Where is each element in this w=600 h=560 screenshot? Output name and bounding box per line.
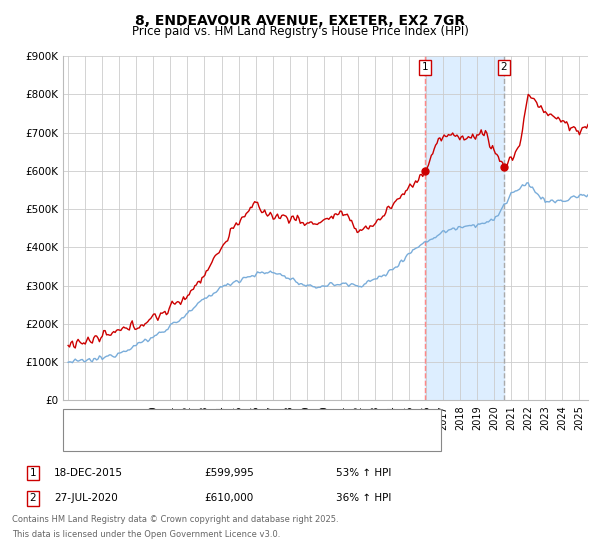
Text: Contains HM Land Registry data © Crown copyright and database right 2025.: Contains HM Land Registry data © Crown c… (12, 515, 338, 524)
Text: £610,000: £610,000 (204, 493, 253, 503)
Text: 1: 1 (29, 468, 37, 478)
Text: 8, ENDEAVOUR AVENUE, EXETER, EX2 7GR (detached house): 8, ENDEAVOUR AVENUE, EXETER, EX2 7GR (de… (86, 414, 403, 424)
Text: 18-DEC-2015: 18-DEC-2015 (54, 468, 123, 478)
Bar (425, 56, 504, 400)
Text: —: — (70, 413, 83, 426)
Text: Price paid vs. HM Land Registry's House Price Index (HPI): Price paid vs. HM Land Registry's House … (131, 25, 469, 38)
Text: 36% ↑ HPI: 36% ↑ HPI (336, 493, 391, 503)
Text: 2: 2 (500, 63, 507, 72)
Text: £599,995: £599,995 (204, 468, 254, 478)
Point (499, 162, 509, 171)
Text: 27-JUL-2020: 27-JUL-2020 (54, 493, 118, 503)
Text: —: — (70, 434, 83, 447)
Text: 1: 1 (422, 63, 428, 72)
Text: 53% ↑ HPI: 53% ↑ HPI (336, 468, 391, 478)
Point (421, 166, 430, 175)
Text: HPI: Average price, detached house, Exeter: HPI: Average price, detached house, Exet… (86, 435, 312, 445)
Text: 8, ENDEAVOUR AVENUE, EXETER, EX2 7GR: 8, ENDEAVOUR AVENUE, EXETER, EX2 7GR (135, 14, 465, 28)
Text: 2: 2 (29, 493, 37, 503)
Text: This data is licensed under the Open Government Licence v3.0.: This data is licensed under the Open Gov… (12, 530, 280, 539)
